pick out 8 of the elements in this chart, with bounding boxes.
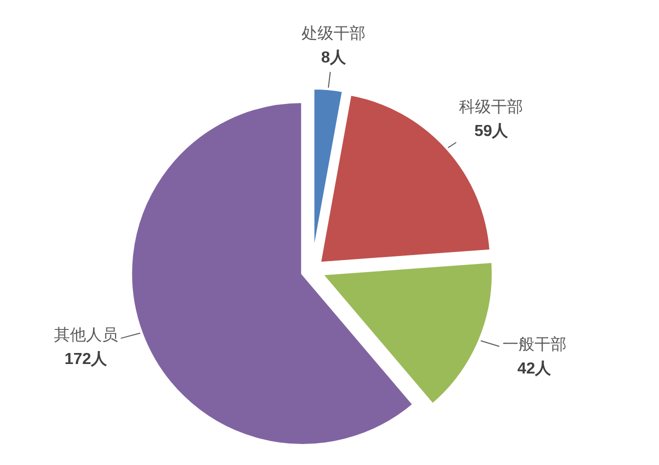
slice-label: 科级干部 xyxy=(459,98,524,116)
data-label: 59人 xyxy=(474,122,510,140)
data-label: 42人 xyxy=(517,359,552,378)
slice-label: 处级干部 xyxy=(302,24,366,42)
slice-label: 其他人员 xyxy=(54,326,118,344)
data-label: 172人 xyxy=(64,350,108,368)
data-label: 8人 xyxy=(321,48,347,66)
slice-label: 一般干部 xyxy=(502,335,566,354)
